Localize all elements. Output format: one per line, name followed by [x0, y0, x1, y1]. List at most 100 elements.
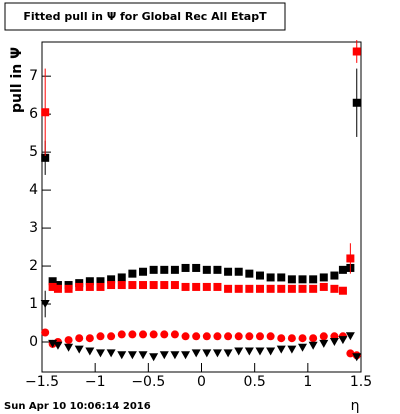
square-marker — [128, 269, 137, 278]
triangle-marker — [95, 349, 105, 358]
square-marker — [213, 265, 222, 274]
triangle-marker — [149, 353, 159, 362]
square-marker — [139, 267, 148, 276]
square-marker — [255, 271, 264, 280]
square-marker — [338, 286, 347, 295]
square-marker — [107, 275, 116, 284]
triangle-marker — [74, 345, 84, 354]
square-marker — [352, 98, 361, 107]
square-marker — [75, 282, 84, 291]
square-marker — [202, 265, 211, 274]
triangle-marker — [138, 351, 148, 360]
square-marker — [53, 284, 62, 293]
circle-marker — [298, 334, 307, 343]
circle-marker — [160, 330, 169, 339]
triangle-marker — [191, 349, 201, 358]
triangle-marker — [345, 332, 355, 341]
y-tick-label: 2 — [29, 258, 38, 274]
triangle-marker — [159, 351, 169, 360]
triangle-marker — [308, 341, 318, 350]
x-tick-label: −0.5 — [131, 374, 165, 390]
triangle-marker — [276, 345, 286, 354]
square-marker — [287, 275, 296, 284]
square-marker — [234, 284, 243, 293]
square-marker — [192, 263, 201, 272]
square-marker — [213, 282, 222, 291]
circle-marker — [75, 334, 84, 343]
square-marker — [330, 271, 339, 280]
square-marker — [352, 47, 361, 56]
circle-marker — [96, 332, 105, 341]
square-marker — [277, 284, 286, 293]
square-marker — [85, 282, 94, 291]
y-tick-label: 1 — [29, 296, 38, 312]
square-marker — [277, 273, 286, 282]
circle-marker — [64, 336, 73, 345]
square-marker — [139, 281, 148, 290]
square-marker — [181, 282, 190, 291]
circle-marker — [128, 330, 137, 339]
triangle-marker — [329, 338, 339, 346]
square-marker — [181, 263, 190, 272]
circle-marker — [213, 332, 222, 341]
y-tick-label: 6 — [29, 106, 38, 122]
square-marker — [128, 281, 137, 290]
circle-marker — [202, 332, 211, 341]
square-marker — [96, 277, 105, 286]
square-marker — [255, 284, 264, 293]
square-marker — [309, 275, 318, 284]
triangle-marker — [53, 341, 63, 350]
circle-marker — [277, 334, 286, 343]
x-tick-label: 1 — [303, 374, 312, 390]
title-box — [4, 2, 286, 31]
circle-marker — [192, 332, 201, 341]
circle-marker — [346, 349, 355, 358]
square-marker — [319, 282, 328, 291]
triangle-marker — [244, 347, 254, 356]
triangle-marker — [212, 349, 222, 358]
circle-marker — [287, 334, 296, 343]
square-marker — [309, 284, 318, 293]
square-marker — [245, 284, 254, 293]
triangle-marker — [255, 347, 265, 356]
square-marker — [224, 284, 233, 293]
triangle-marker — [223, 349, 233, 358]
square-marker — [48, 277, 57, 286]
y-axis-label: pull in Ψ — [9, 47, 25, 113]
x-tick-label: 1.5 — [350, 374, 372, 390]
circle-marker — [319, 332, 328, 341]
circle-marker — [41, 328, 50, 337]
triangle-marker — [170, 351, 180, 360]
y-tick-label: 3 — [29, 220, 38, 236]
square-marker — [41, 108, 50, 117]
square-marker — [298, 275, 307, 284]
square-marker — [41, 153, 50, 162]
triangle-marker — [298, 343, 308, 352]
circle-marker — [85, 334, 94, 343]
date-stamp: Sun Apr 10 10:06:14 2016 — [4, 401, 151, 412]
square-marker — [202, 282, 211, 291]
square-marker — [192, 282, 201, 291]
square-marker — [149, 265, 158, 274]
triangle-marker — [319, 339, 329, 348]
square-marker — [245, 269, 254, 278]
x-tick-label: −1.5 — [25, 374, 59, 390]
square-marker — [338, 265, 347, 274]
circle-marker — [245, 332, 254, 341]
triangle-marker — [181, 351, 191, 360]
y-tick-label: 0 — [29, 334, 38, 350]
square-marker — [117, 273, 126, 282]
square-marker — [117, 281, 126, 290]
triangle-marker — [40, 300, 50, 309]
circle-marker — [107, 332, 116, 341]
square-marker — [64, 284, 73, 293]
chart-title: Fitted pull in Ψ for Global Rec All Etap… — [23, 10, 267, 23]
square-marker — [266, 284, 275, 293]
circle-marker — [234, 332, 243, 341]
triangle-marker — [234, 347, 244, 356]
triangle-marker — [85, 347, 95, 356]
circle-marker — [255, 332, 264, 341]
square-marker — [234, 267, 243, 276]
